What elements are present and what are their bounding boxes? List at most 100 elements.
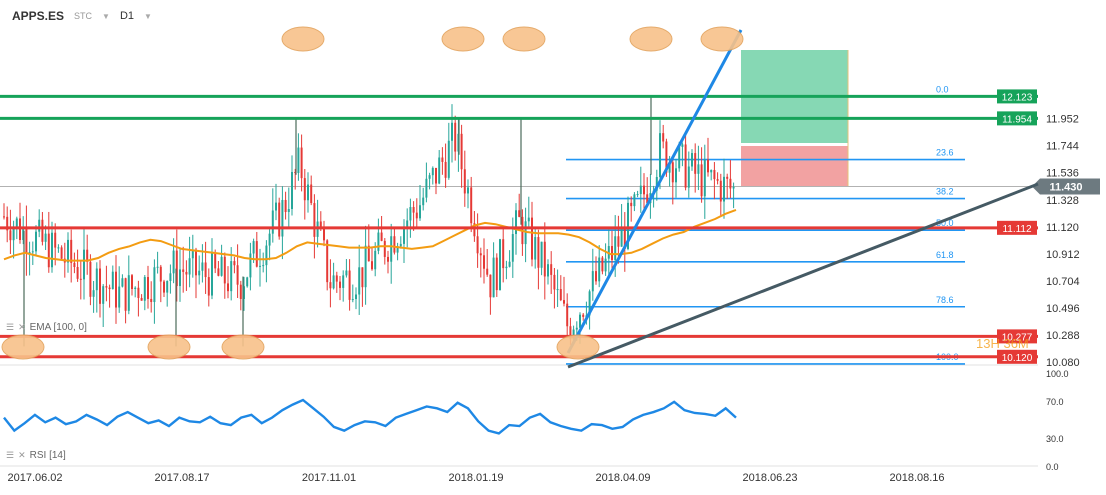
candle-body bbox=[393, 236, 396, 253]
candle-body bbox=[495, 257, 498, 291]
touch-point-highlight bbox=[629, 26, 673, 52]
chart-header: APPS.ES STC ▼ D1 ▼ bbox=[12, 9, 152, 23]
candle-body bbox=[534, 237, 537, 260]
candle-body bbox=[201, 262, 204, 271]
candle-body bbox=[703, 159, 706, 197]
candle-body bbox=[473, 223, 476, 237]
settings-icon[interactable]: ☰ bbox=[6, 322, 15, 332]
candle-body bbox=[44, 233, 47, 242]
candle-body bbox=[435, 167, 437, 184]
candle-body bbox=[211, 253, 213, 296]
candle-body bbox=[108, 287, 111, 290]
candle-body bbox=[492, 257, 495, 298]
chevron-down-icon[interactable]: ▼ bbox=[102, 11, 110, 21]
price-tick-label: 10.912 bbox=[1046, 249, 1080, 261]
candle-body bbox=[169, 273, 172, 282]
candle-body bbox=[713, 169, 716, 180]
level-price-label: 10.120 bbox=[1002, 353, 1033, 364]
candle-body bbox=[454, 122, 457, 152]
candle-body bbox=[351, 299, 354, 301]
candle-body bbox=[447, 140, 450, 178]
candle-body bbox=[246, 277, 249, 287]
candle-body bbox=[345, 270, 348, 276]
rsi-tick-label: 100.0 bbox=[1046, 369, 1069, 379]
candle-body bbox=[105, 286, 108, 288]
candle-body bbox=[92, 290, 95, 297]
ema-indicator-label[interactable]: ☰ ✕ EMA [100, 0] bbox=[6, 322, 87, 333]
candle-body bbox=[505, 266, 508, 269]
candle-body bbox=[643, 185, 645, 195]
candle-body bbox=[12, 227, 15, 241]
candle-body bbox=[127, 275, 130, 311]
candle-body bbox=[143, 277, 146, 301]
candle-body bbox=[214, 253, 217, 269]
fib-level-label: 61.8 bbox=[936, 250, 954, 260]
candle-body bbox=[614, 236, 617, 261]
candle-body bbox=[639, 185, 642, 195]
rsi-line bbox=[3, 398, 737, 435]
candle-body bbox=[627, 202, 629, 249]
level-price-tag bbox=[997, 89, 1037, 104]
candle-body bbox=[438, 157, 441, 184]
candle-body bbox=[236, 265, 239, 285]
candle-body bbox=[367, 245, 370, 262]
candle-body bbox=[79, 278, 82, 280]
candle-body bbox=[265, 245, 268, 266]
candle-body bbox=[419, 205, 421, 219]
candle-body bbox=[255, 241, 258, 267]
candle-body bbox=[601, 257, 604, 272]
candle-body bbox=[137, 287, 140, 298]
rsi-indicator-label[interactable]: ☰ ✕ RSI [14] bbox=[6, 450, 66, 461]
candle-body bbox=[681, 144, 684, 147]
fib-level-label: 50.0 bbox=[936, 218, 954, 228]
candle-body bbox=[553, 274, 556, 290]
close-icon[interactable]: ✕ bbox=[18, 322, 26, 332]
candle-body bbox=[220, 256, 223, 276]
rsi-label: RSI [14] bbox=[29, 450, 66, 461]
candle-body bbox=[646, 194, 649, 204]
touch-point-highlight bbox=[147, 334, 191, 360]
candle-body bbox=[451, 122, 453, 141]
chevron-down-icon[interactable]: ▼ bbox=[144, 11, 152, 21]
candle-body bbox=[671, 162, 674, 183]
candle-body bbox=[3, 216, 5, 218]
candle-body bbox=[332, 275, 335, 289]
touch-point-highlight bbox=[502, 26, 546, 52]
candle-body bbox=[243, 286, 245, 299]
candle-body bbox=[76, 267, 79, 279]
timeframe-selector[interactable]: D1 bbox=[119, 10, 135, 22]
settings-icon[interactable]: ☰ bbox=[6, 450, 15, 460]
candle-body bbox=[710, 169, 713, 173]
stop-loss-zone bbox=[741, 146, 848, 186]
candle-body bbox=[217, 268, 220, 276]
candle-body bbox=[678, 146, 681, 169]
candle-body bbox=[339, 281, 341, 288]
candle-body bbox=[409, 207, 412, 221]
date-tick-label: 2018.08.16 bbox=[889, 472, 944, 484]
candle-body bbox=[569, 326, 572, 339]
symbol-name[interactable]: APPS.ES bbox=[12, 9, 65, 23]
candle-body bbox=[511, 234, 514, 262]
candle-body bbox=[182, 269, 185, 272]
instrument-type: STC bbox=[74, 11, 93, 21]
level-price-label: 11.112 bbox=[1002, 224, 1032, 235]
candle-body bbox=[275, 202, 277, 211]
candle-body bbox=[294, 171, 297, 173]
price-tick-label: 10.080 bbox=[1046, 357, 1080, 369]
close-icon[interactable]: ✕ bbox=[18, 450, 26, 460]
candle-body bbox=[111, 271, 114, 290]
candle-body bbox=[153, 267, 156, 303]
rsi-tick-label: 70.0 bbox=[1046, 397, 1064, 407]
current-price-label: 11.430 bbox=[1049, 182, 1082, 194]
candle-body bbox=[527, 217, 530, 222]
candle-body bbox=[582, 314, 585, 317]
fib-level-label: 38.2 bbox=[936, 187, 954, 197]
candle-body bbox=[543, 241, 546, 277]
candle-body bbox=[355, 294, 357, 300]
candle-body bbox=[540, 241, 543, 268]
level-price-tag bbox=[997, 349, 1037, 364]
candle-body bbox=[179, 269, 181, 287]
candle-body bbox=[348, 270, 351, 300]
candle-body bbox=[617, 236, 620, 247]
